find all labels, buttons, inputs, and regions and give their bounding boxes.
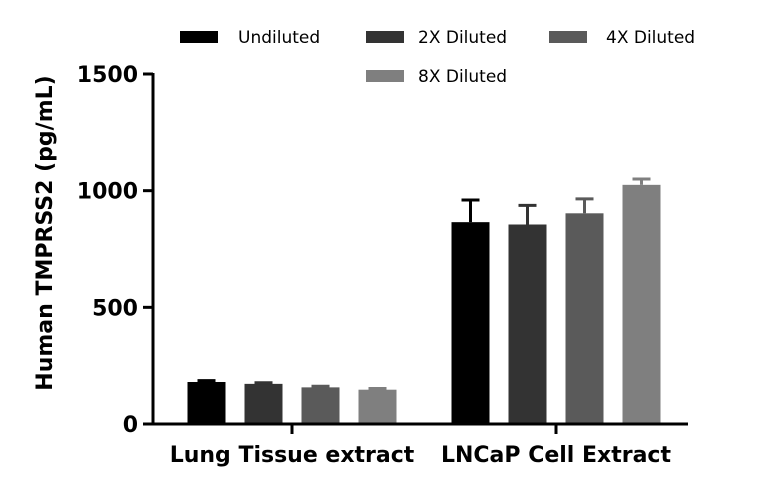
y-axis: 0 500 1000 1500 xyxy=(77,63,155,438)
y-tick-label: 1500 xyxy=(77,63,138,88)
legend-label: 2X Diluted xyxy=(418,28,507,48)
legend-swatch xyxy=(180,31,218,43)
bar xyxy=(244,383,283,424)
y-tick-label: 0 xyxy=(123,413,138,438)
bar xyxy=(508,224,547,424)
bar xyxy=(358,389,397,424)
y-tick-label: 500 xyxy=(92,296,138,321)
legend-swatch xyxy=(366,31,404,43)
bars xyxy=(187,177,661,424)
legend-swatch xyxy=(549,31,587,43)
bar xyxy=(565,213,604,424)
x-axis: Lung Tissue extract LNCaP Cell Extract xyxy=(152,422,688,468)
bar xyxy=(187,382,226,424)
legend-swatch xyxy=(366,70,404,82)
legend-label: 4X Diluted xyxy=(606,28,695,48)
x-category-label: LNCaP Cell Extract xyxy=(441,443,671,468)
x-category-label: Lung Tissue extract xyxy=(170,443,415,468)
bar xyxy=(622,184,661,424)
legend-label: 8X Diluted xyxy=(418,67,507,87)
y-tick-label: 1000 xyxy=(77,180,138,205)
bar xyxy=(451,222,490,424)
bar xyxy=(301,387,340,424)
y-axis-title: Human TMPRSS2 (pg/mL) xyxy=(33,75,58,390)
legend: Undiluted 2X Diluted 4X Diluted 8X Diluted xyxy=(180,28,695,87)
legend-label: Undiluted xyxy=(238,28,320,48)
